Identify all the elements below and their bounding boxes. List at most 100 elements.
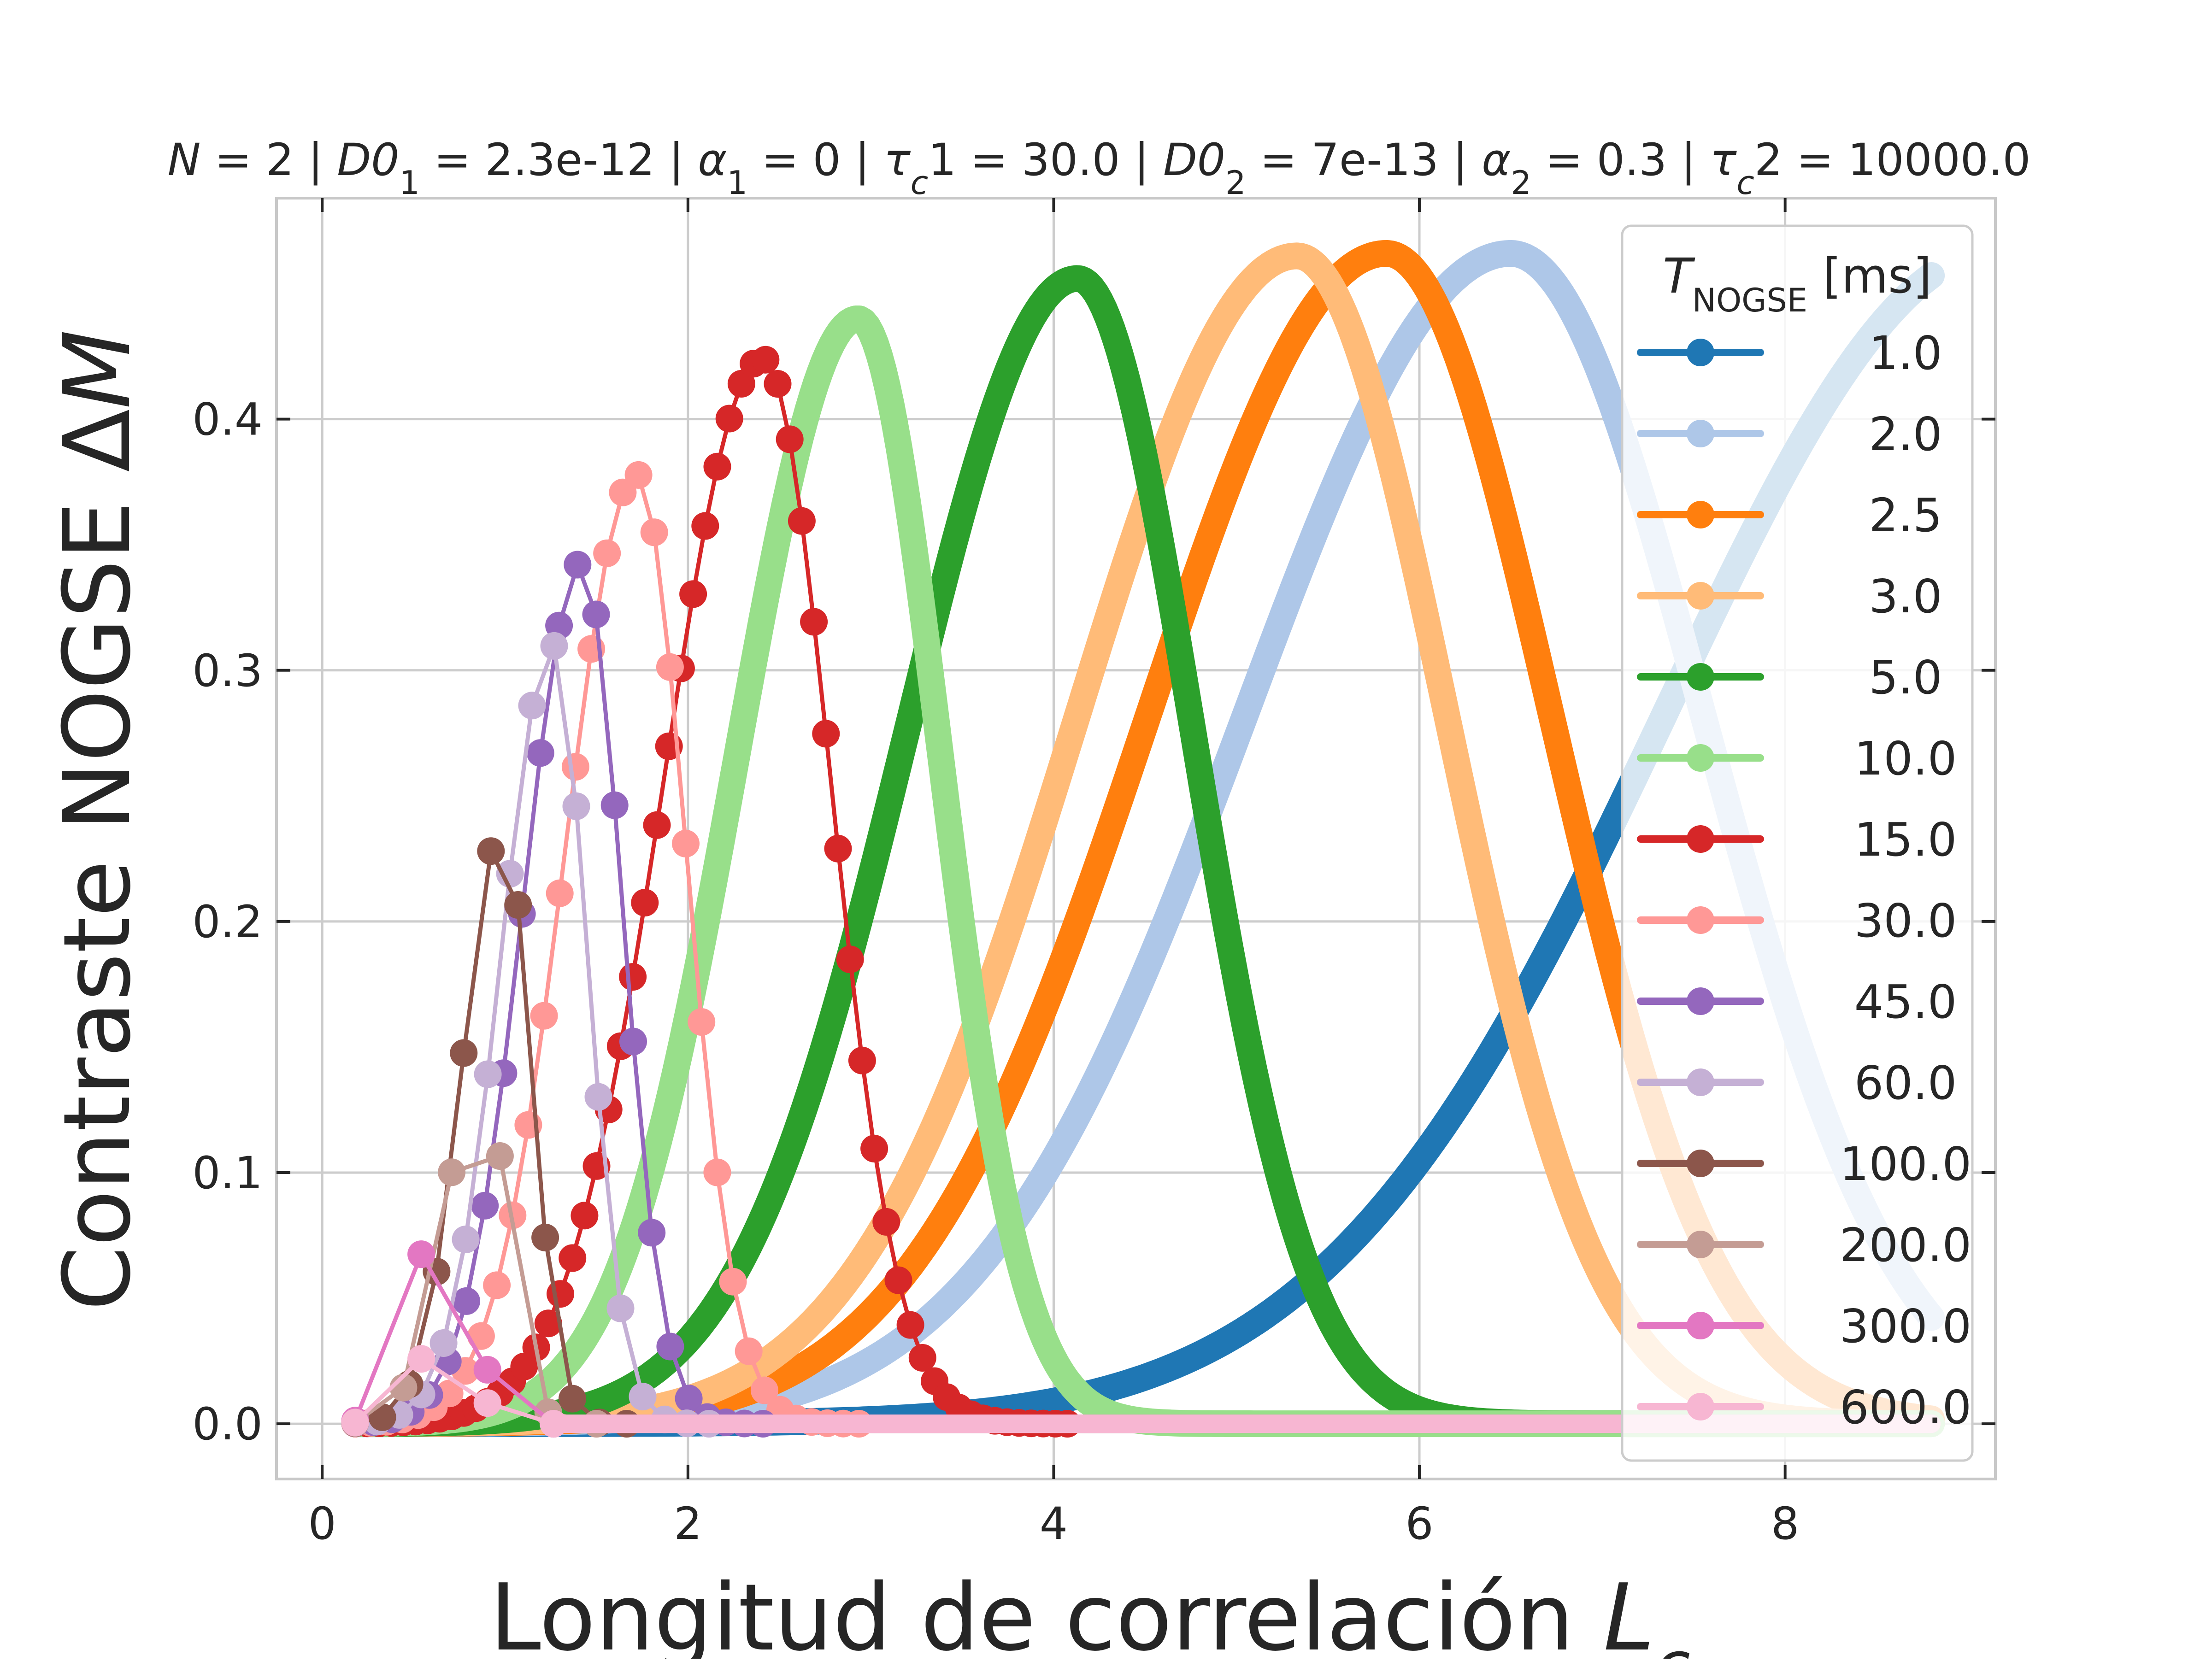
legend-marker bbox=[1687, 744, 1714, 772]
legend-label: 5.0 bbox=[1869, 651, 1942, 704]
legend-marker bbox=[1687, 1393, 1714, 1420]
data-point bbox=[625, 461, 653, 489]
legend-label: 600.0 bbox=[1840, 1380, 1971, 1434]
x-tick-label: 2 bbox=[674, 1498, 702, 1549]
legend-label: 60.0 bbox=[1854, 1056, 1957, 1110]
legend-marker bbox=[1687, 1068, 1714, 1096]
data-point bbox=[607, 1295, 635, 1322]
legend-label: 2.0 bbox=[1869, 407, 1942, 461]
data-point bbox=[691, 512, 719, 540]
legend-label: 1.0 bbox=[1869, 326, 1942, 380]
data-point bbox=[474, 1356, 501, 1384]
legend: TNOGSE [ms]1.02.02.53.05.010.015.030.045… bbox=[1622, 226, 1972, 1461]
legend-marker bbox=[1687, 420, 1714, 447]
y-axis-label: Contraste NOGSE ΔM bbox=[44, 329, 151, 1311]
data-point bbox=[704, 453, 731, 481]
data-point bbox=[546, 880, 574, 907]
legend-label: 30.0 bbox=[1854, 894, 1957, 948]
data-point bbox=[452, 1226, 480, 1253]
data-point bbox=[897, 1311, 924, 1339]
data-point bbox=[764, 370, 792, 398]
data-point bbox=[703, 1159, 731, 1186]
data-point bbox=[860, 1135, 888, 1162]
legend-marker bbox=[1687, 906, 1714, 934]
data-point bbox=[848, 1047, 876, 1074]
legend-label: 3.0 bbox=[1869, 569, 1942, 623]
legend-marker bbox=[1687, 339, 1714, 366]
x-tick-label: 6 bbox=[1406, 1498, 1434, 1549]
legend-label: 300.0 bbox=[1840, 1299, 1971, 1353]
legend-label: 100.0 bbox=[1840, 1137, 1971, 1191]
data-point bbox=[571, 1202, 598, 1229]
y-tick-label: 0.0 bbox=[192, 1398, 263, 1450]
data-point bbox=[530, 1002, 558, 1030]
x-axis-label: Longitud de correlación Lc bbox=[489, 1564, 1690, 1659]
y-tick-label: 0.2 bbox=[192, 896, 263, 948]
data-point bbox=[341, 1409, 369, 1437]
data-point bbox=[679, 580, 707, 608]
data-point bbox=[872, 1208, 900, 1236]
y-tick-label: 0.1 bbox=[192, 1147, 263, 1199]
data-point bbox=[483, 1271, 511, 1299]
data-point bbox=[582, 601, 610, 628]
data-point bbox=[716, 405, 743, 433]
data-point bbox=[563, 792, 590, 820]
data-point bbox=[656, 653, 684, 681]
data-point bbox=[641, 518, 668, 546]
data-point bbox=[672, 830, 700, 857]
data-point bbox=[619, 1028, 647, 1056]
legend-label: 2.5 bbox=[1869, 488, 1942, 542]
data-point bbox=[471, 1192, 499, 1220]
data-point bbox=[631, 889, 659, 916]
legend-label: 200.0 bbox=[1840, 1218, 1971, 1272]
y-tick-label: 0.3 bbox=[192, 645, 263, 697]
data-point bbox=[688, 1008, 715, 1036]
data-point bbox=[752, 346, 779, 374]
data-point bbox=[559, 1244, 586, 1272]
data-point bbox=[619, 963, 647, 991]
data-point bbox=[518, 692, 546, 719]
data-point bbox=[601, 792, 629, 819]
x-tick-label: 0 bbox=[308, 1498, 336, 1549]
x-tick-label: 4 bbox=[1040, 1498, 1068, 1549]
legend-marker bbox=[1687, 501, 1714, 528]
legend-marker bbox=[1687, 1231, 1714, 1258]
data-point bbox=[776, 425, 804, 453]
data-point bbox=[585, 1083, 612, 1111]
data-point bbox=[788, 507, 816, 535]
data-point bbox=[531, 1224, 559, 1251]
data-point bbox=[836, 945, 864, 973]
data-point bbox=[643, 811, 671, 839]
data-point bbox=[541, 632, 568, 660]
data-point bbox=[474, 1389, 501, 1417]
x-tick-label: 8 bbox=[1771, 1498, 1799, 1549]
data-point bbox=[450, 1039, 477, 1067]
data-point bbox=[885, 1267, 912, 1294]
legend-label: 15.0 bbox=[1854, 813, 1957, 867]
data-point bbox=[474, 1061, 502, 1088]
data-point bbox=[800, 608, 828, 636]
data-point bbox=[527, 739, 554, 767]
legend-marker bbox=[1687, 825, 1714, 853]
legend-marker bbox=[1687, 1312, 1714, 1339]
data-point bbox=[430, 1329, 458, 1357]
legend-label: 45.0 bbox=[1854, 975, 1957, 1029]
data-point bbox=[540, 1410, 567, 1438]
legend-label: 10.0 bbox=[1854, 732, 1957, 786]
data-point bbox=[407, 1240, 435, 1268]
data-point bbox=[909, 1344, 936, 1372]
data-point bbox=[824, 835, 852, 863]
data-point bbox=[638, 1219, 665, 1246]
data-point bbox=[477, 837, 505, 865]
legend-marker bbox=[1687, 663, 1714, 691]
legend-marker bbox=[1687, 582, 1714, 610]
data-point bbox=[812, 720, 840, 747]
legend-marker bbox=[1687, 987, 1714, 1015]
data-point bbox=[593, 540, 621, 567]
data-point bbox=[629, 1383, 657, 1410]
data-point bbox=[562, 753, 589, 781]
data-point bbox=[547, 1280, 574, 1308]
data-point bbox=[486, 1142, 514, 1170]
